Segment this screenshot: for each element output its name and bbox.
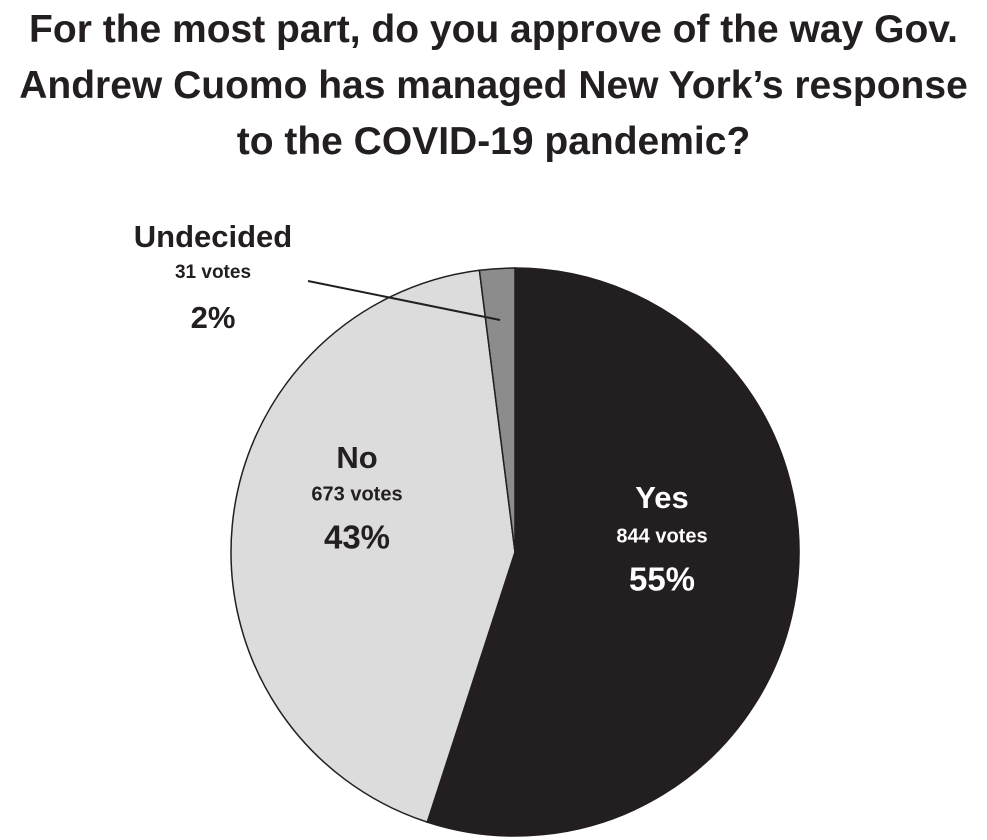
slice-label: No	[336, 440, 377, 475]
vote-label: 673 votes	[311, 483, 402, 505]
chart-title: For the most part, do you approve of the…	[19, 8, 968, 163]
slice-label: Yes	[635, 480, 688, 515]
vote-label: 31 votes	[175, 262, 251, 283]
value-label: 55%	[629, 561, 695, 598]
leader-line	[307, 280, 501, 321]
pie-slice	[230, 269, 516, 824]
value-label: 43%	[324, 519, 390, 556]
pie-slice	[426, 267, 800, 837]
pie-slice	[478, 267, 516, 553]
vote-label: 844 votes	[616, 525, 707, 547]
value-label: 2%	[191, 300, 236, 335]
slice-label: Undecided	[134, 219, 292, 254]
